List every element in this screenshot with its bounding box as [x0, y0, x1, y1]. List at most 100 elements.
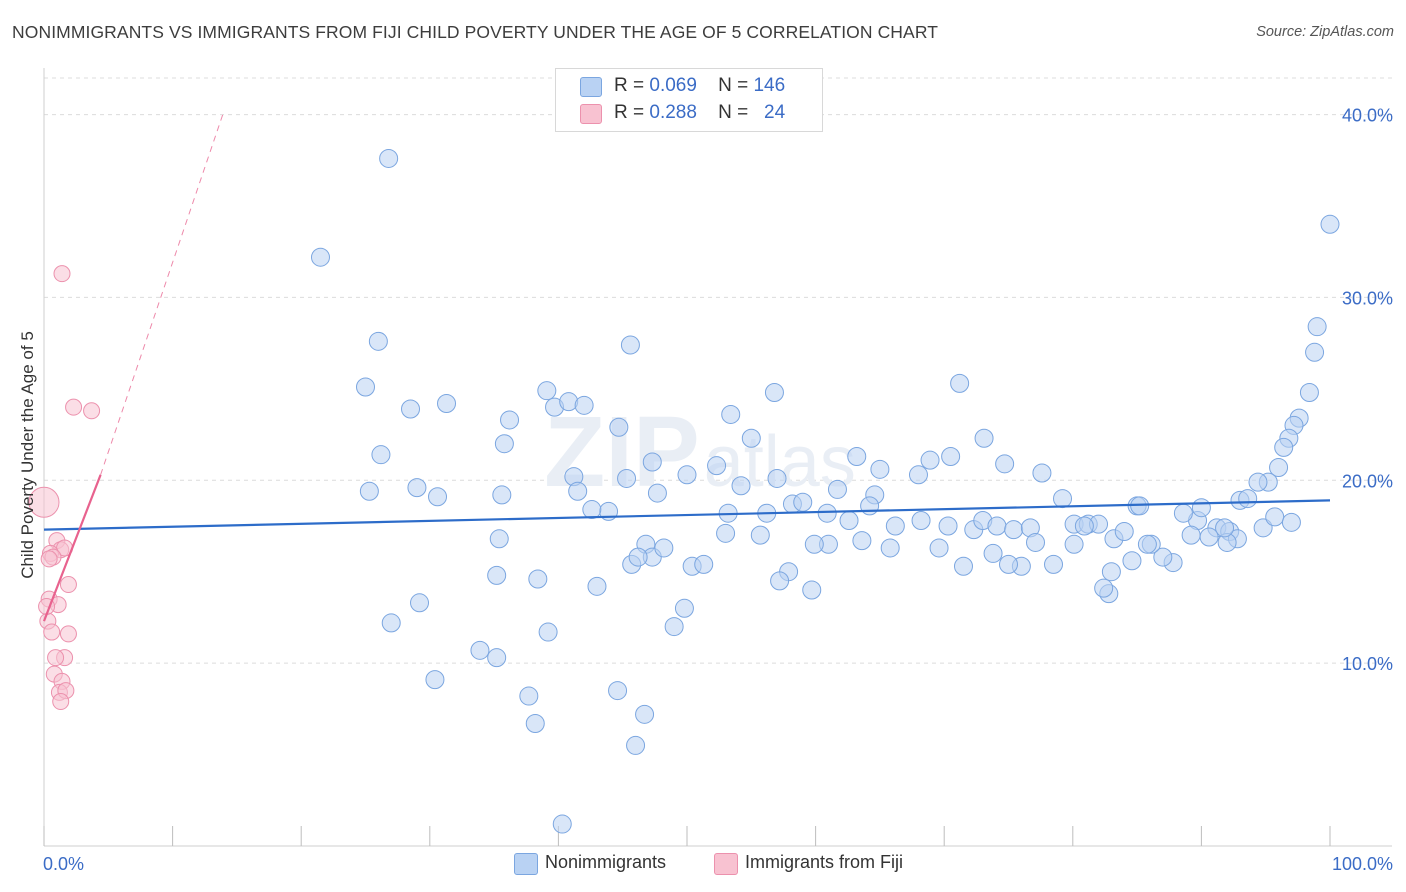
nonimmigrant-point: [568, 481, 588, 501]
nonimmigrant-point: [528, 569, 548, 589]
nonimmigrant-point: [489, 529, 509, 549]
legend-swatch-blue: [580, 77, 602, 97]
legend-r-label: R =: [614, 75, 645, 96]
nonimmigrant-point: [379, 148, 399, 168]
axis-layer: [43, 68, 1392, 847]
nonimmigrant-point: [880, 538, 900, 558]
fiji-trend-line: [42, 474, 102, 622]
nonimmigrant-point: [764, 383, 784, 403]
nonimmigrant-point: [310, 247, 330, 267]
nonimmigrant-point: [617, 468, 637, 488]
x-tick-label-min: 0.0%: [43, 854, 84, 874]
trend-lines: [42, 114, 1331, 622]
fiji-point: [47, 649, 65, 667]
y-tick-label: 10.0%: [1342, 654, 1393, 674]
nonimmigrant-point: [1044, 554, 1064, 574]
legend-n-label: N =: [718, 75, 749, 96]
legend-n-value: 146: [753, 75, 786, 96]
legend-n-value: 24: [764, 102, 786, 123]
nonimmigrant-point: [908, 465, 928, 485]
nonimmigrant-point: [1053, 489, 1073, 509]
nonimmigrant-point: [407, 478, 427, 498]
bottom-legend-swatch-blue: [514, 853, 538, 875]
nonimmigrant-point: [1153, 547, 1173, 567]
nonimmigrant-point: [770, 571, 790, 591]
nonimmigrant-point: [1173, 503, 1193, 523]
nonimmigrant-point: [870, 459, 890, 479]
nonimmigrant-point: [1122, 551, 1142, 571]
nonimmigrant-point: [371, 445, 391, 465]
nonimmigrant-point: [608, 681, 628, 701]
nonimmigrant-point: [839, 511, 859, 531]
nonimmigrant-point: [492, 485, 512, 505]
nonimmigrant-point: [741, 428, 761, 448]
nonimmigrant-point: [494, 434, 514, 454]
fiji-point: [43, 623, 61, 641]
correlation-legend: R = 0.069 N = 146 R = 0.288 N = 24: [555, 68, 823, 132]
nonimmigrant-point: [356, 377, 375, 397]
nonimmigrant-point: [1191, 498, 1211, 518]
y-tick-label: 20.0%: [1342, 471, 1393, 491]
nonimmigrant-point: [537, 381, 557, 401]
nonimmigrant-point: [995, 454, 1015, 474]
nonimmigrant-point: [707, 456, 727, 476]
nonimmigrant-point: [983, 543, 1003, 563]
nonimmigrant-point: [647, 483, 667, 503]
nonimmigrant-point: [950, 373, 970, 393]
bottom-legend-label: Immigrants from Fiji: [745, 852, 904, 872]
nonimmigrant-point: [368, 331, 388, 351]
nonimmigrant-point: [582, 500, 602, 520]
nonimmigrant-point: [1248, 472, 1268, 492]
watermark: ZIPatlas: [544, 396, 856, 508]
fiji-point: [40, 550, 58, 568]
grid-layer: [44, 77, 1392, 664]
nonimmigrant-point: [410, 593, 430, 613]
nonimmigrant-point: [559, 392, 579, 412]
nonimmigrant-point: [587, 576, 607, 596]
legend-r-label: R =: [614, 102, 645, 123]
nonimmigrant-point: [694, 554, 714, 574]
fiji-point: [65, 398, 83, 416]
nonimmigrant-point: [920, 450, 940, 470]
nonimmigrant-point: [999, 554, 1018, 574]
nonimmigrant-point: [793, 492, 813, 512]
nonimmigrant-point: [847, 447, 867, 467]
nonimmigrant-point: [674, 598, 694, 618]
nonimmigrant-point: [574, 395, 594, 415]
nonimmigrant-point: [1238, 489, 1258, 509]
nonimmigrant-point: [929, 538, 949, 558]
nonimmigrants-points: [310, 148, 1340, 834]
nonimmigrant-point: [635, 704, 655, 724]
nonimmigrant-point: [538, 622, 558, 642]
fiji-trend-extension: [100, 114, 224, 475]
nonimmigrant-point: [1281, 512, 1301, 532]
nonimmigrant-point: [519, 686, 539, 706]
legend-swatch-pink: [580, 104, 602, 124]
nonimmigrant-point: [487, 565, 507, 585]
nonimmigrant-point: [938, 516, 958, 536]
nonimmigrant-point: [525, 713, 545, 733]
nonimmigrant-point: [852, 531, 872, 551]
source-credit: Source: ZipAtlas.com: [1256, 24, 1394, 40]
nonimmigrant-point: [721, 404, 741, 424]
nonimmigrant-point: [1307, 317, 1327, 337]
tick-labels: 10.0% 20.0% 30.0% 40.0% 0.0% 100.0%: [43, 106, 1393, 874]
nonimmigrant-point: [1032, 463, 1052, 483]
nonimmigrant-point: [500, 410, 520, 430]
y-axis-label: Child Poverty Under the Age of 5: [18, 331, 37, 579]
fiji-point: [59, 576, 77, 594]
nonimmigrant-point: [552, 814, 572, 834]
y-tick-label: 40.0%: [1342, 106, 1393, 126]
nonimmigrant-point: [802, 580, 822, 600]
nonimmigrant-point: [817, 503, 837, 523]
fiji-point: [28, 486, 60, 518]
nonimmigrant-point: [974, 428, 994, 448]
nonimmigrant-point: [381, 613, 401, 633]
nonimmigrant-point: [1074, 516, 1094, 536]
nonimmigrant-point: [1137, 534, 1157, 554]
nonimmigrant-point: [885, 516, 905, 536]
nonimmigrant-point: [428, 487, 448, 507]
nonimmigrant-point: [827, 479, 847, 499]
nonimmigrant-point: [716, 523, 736, 543]
chart-title: NONIMMIGRANTS VS IMMIGRANTS FROM FIJI CH…: [12, 22, 939, 42]
